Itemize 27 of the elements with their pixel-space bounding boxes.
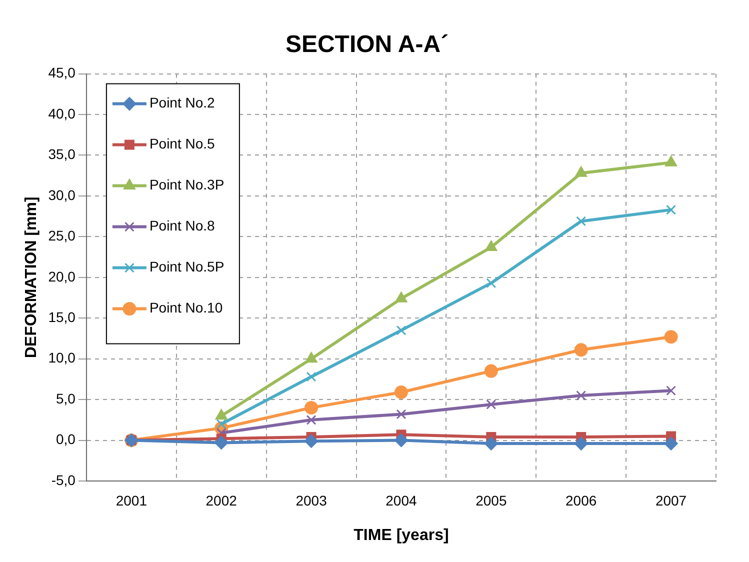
chart-title: SECTION A-A´	[285, 31, 449, 58]
y-tick-label: 0,0	[56, 431, 76, 448]
y-tick-label: 45,0	[48, 64, 76, 81]
legend-label: Point No.2	[149, 94, 216, 111]
y-tick-label: 5,0	[56, 390, 76, 406]
y-tick-label: -5,0	[51, 472, 76, 488]
x-tick-label: 2003	[296, 492, 328, 508]
y-axis-title: DEFORMATION [mm]	[23, 196, 40, 358]
x-tick-label: 2007	[655, 492, 687, 508]
legend-label: Point No.5	[149, 136, 216, 152]
legend-label: Point No.3P	[149, 176, 224, 193]
x-tick-label: 2002	[206, 492, 238, 508]
x-tick-label: 2005	[476, 492, 507, 508]
legend-label: Point No.5P	[149, 258, 224, 275]
x-axis-title: TIME [years]	[354, 526, 449, 544]
y-tick-label: 15,0	[48, 308, 76, 325]
x-tick-label: 2006	[566, 492, 597, 508]
y-tick-label: 20,0	[48, 268, 76, 284]
legend-label: Point No.10	[149, 300, 223, 316]
y-tick-label: 30,0	[48, 186, 76, 203]
legend-label: Point No.8	[149, 218, 216, 234]
y-tick-label: 35,0	[48, 146, 76, 162]
y-tick-label: 40,0	[48, 105, 76, 122]
y-tick-label: 25,0	[48, 228, 76, 244]
x-tick-label: 2001	[116, 492, 148, 508]
x-tick-label: 2004	[386, 492, 418, 508]
y-tick-label: 10,0	[48, 350, 76, 366]
